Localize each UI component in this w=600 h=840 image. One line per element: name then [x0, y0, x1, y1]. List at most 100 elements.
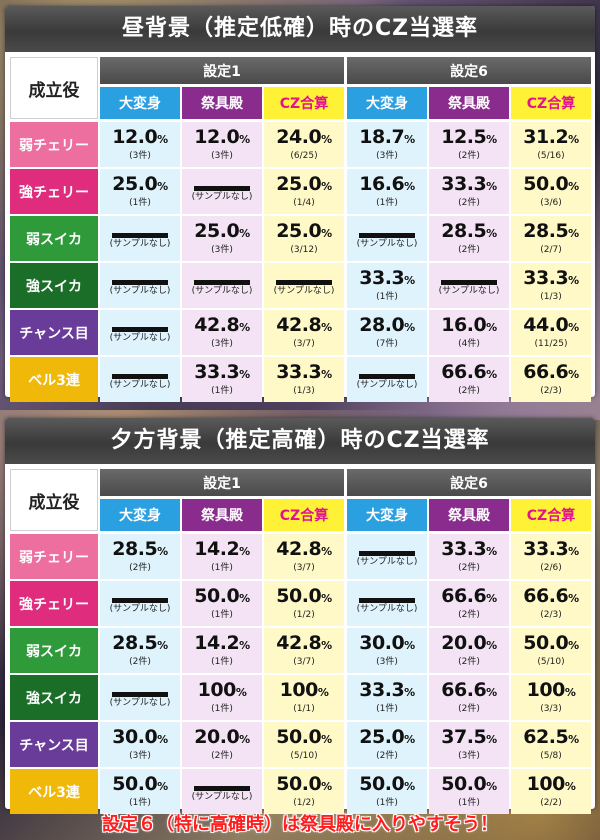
value-cell-henshin: (サンプルなし) [347, 216, 427, 261]
value-cell-saiguden: 37.5% (3件) [429, 722, 509, 767]
percent-sign: % [404, 274, 415, 287]
sample-count: (5/16) [537, 151, 565, 161]
rate-value: 100% [527, 680, 576, 703]
value-cell-cz-total: 100% (3/3) [511, 675, 591, 720]
rate-value: 50.0% [112, 774, 168, 797]
value-cell-cz-total: 62.5% (5/8) [511, 722, 591, 767]
rate-number: 14.2 [194, 538, 240, 560]
rate-value: 50.0% [523, 174, 579, 197]
value-cell-saiguden: 12.5% (2件) [429, 122, 509, 167]
sample-count: (1/3) [293, 386, 315, 396]
sample-count: (2件) [376, 751, 398, 761]
rate-value: 20.0% [441, 632, 497, 656]
column-header-cz-total: CZ合算 [511, 499, 591, 531]
sample-count: (サンプルなし) [356, 557, 418, 567]
value-cell-henshin: (サンプルなし) [100, 263, 180, 308]
rate-value: 50.0% [276, 586, 332, 609]
rate-number: 24.0 [276, 126, 322, 148]
rate-number: 66.6 [523, 585, 569, 607]
value-cell-cz-total: 66.6% (2/3) [511, 581, 591, 626]
rate-number: 20.0 [194, 726, 240, 748]
sample-count: (1件) [376, 292, 398, 302]
percent-sign: % [321, 180, 332, 193]
sample-count: (1/2) [293, 610, 315, 620]
rate-number: 33.3 [441, 173, 487, 195]
percent-sign: % [321, 545, 332, 558]
sample-count: (2件) [458, 704, 480, 714]
sample-count: (2件) [458, 151, 480, 161]
rate-number: 25.0 [276, 173, 322, 195]
rate-number: 28.5 [441, 220, 487, 242]
sample-count: (3/7) [293, 563, 315, 573]
percent-sign: % [239, 592, 250, 605]
sample-count: (1/2) [293, 798, 315, 808]
sample-count: (1件) [129, 798, 151, 808]
value-cell-saiguden: 50.0% (1件) [182, 581, 262, 626]
rate-value: 33.3% [359, 679, 415, 703]
rate-number: 12.5 [441, 126, 487, 148]
sample-count: (サンプルなし) [191, 192, 253, 202]
sample-count: (サンプルなし) [191, 286, 253, 296]
sample-count: (サンプルなし) [109, 380, 171, 390]
rate-number: 50.0 [194, 585, 240, 607]
no-data-dash [194, 786, 250, 791]
no-data-dash [276, 280, 332, 285]
sample-count: (3件) [458, 751, 480, 761]
rate-value: 25.0% [276, 173, 332, 197]
no-data-dash [359, 551, 415, 556]
rate-number: 31.2 [523, 126, 569, 148]
rate-number: 25.0 [112, 173, 158, 195]
rate-value: 50.0% [194, 585, 250, 609]
setting-header-6: 設定6 [347, 57, 591, 84]
role-label: 弱スイカ [10, 216, 98, 261]
rate-number: 50.0 [441, 773, 487, 795]
percent-sign: % [404, 686, 415, 699]
percent-sign: % [404, 180, 415, 193]
sample-count: (2件) [129, 657, 151, 667]
value-cell-henshin: 25.0% (1件) [100, 169, 180, 214]
percent-sign: % [568, 545, 579, 558]
value-cell-henshin: 12.0% (3件) [100, 122, 180, 167]
rate-number: 42.8 [194, 314, 240, 336]
rate-number: 44.0 [523, 314, 569, 336]
sample-count: (2/3) [540, 386, 562, 396]
percent-sign: % [564, 780, 576, 793]
rate-value: 18.7% [359, 126, 415, 150]
percent-sign: % [404, 780, 415, 793]
rate-number: 100 [197, 679, 237, 701]
percent-sign: % [157, 780, 168, 793]
rate-number: 18.7 [359, 126, 405, 148]
role-label: 弱チェリー [10, 122, 98, 167]
rate-number: 16.0 [441, 314, 487, 336]
value-cell-saiguden: 33.3% (1件) [182, 357, 262, 402]
value-cell-henshin: 25.0% (2件) [347, 722, 427, 767]
sample-count: (サンプルなし) [356, 380, 418, 390]
rate-number: 33.3 [359, 679, 405, 701]
rate-value: 37.5% [441, 727, 497, 750]
rate-value: 33.3% [276, 362, 332, 385]
value-cell-henshin: 18.7% (3件) [347, 122, 427, 167]
sample-count: (3/3) [540, 704, 562, 714]
no-data-dash [112, 327, 168, 332]
sample-count: (1件) [129, 198, 151, 208]
sample-count: (サンプルなし) [273, 286, 335, 296]
sample-count: (3/12) [290, 245, 318, 255]
value-cell-henshin: (サンプルなし) [100, 357, 180, 402]
rate-number: 20.0 [441, 632, 487, 654]
percent-sign: % [486, 686, 497, 699]
rate-number: 12.0 [194, 126, 240, 148]
value-cell-cz-total: 33.3% (1/3) [264, 357, 344, 402]
percent-sign: % [486, 780, 497, 793]
rate-number: 66.6 [523, 361, 569, 383]
rate-value: 50.0% [359, 774, 415, 797]
value-cell-henshin: (サンプルなし) [347, 534, 427, 579]
rate-value: 25.0% [359, 727, 415, 750]
no-data-dash [112, 280, 168, 285]
percent-sign: % [404, 733, 415, 746]
value-cell-henshin: (サンプルなし) [347, 581, 427, 626]
rate-number: 33.3 [359, 267, 405, 289]
value-cell-saiguden: 25.0% (3件) [182, 216, 262, 261]
setting-header-1: 設定1 [100, 57, 344, 84]
rate-value: 66.6% [523, 361, 579, 385]
percent-sign: % [486, 545, 497, 558]
